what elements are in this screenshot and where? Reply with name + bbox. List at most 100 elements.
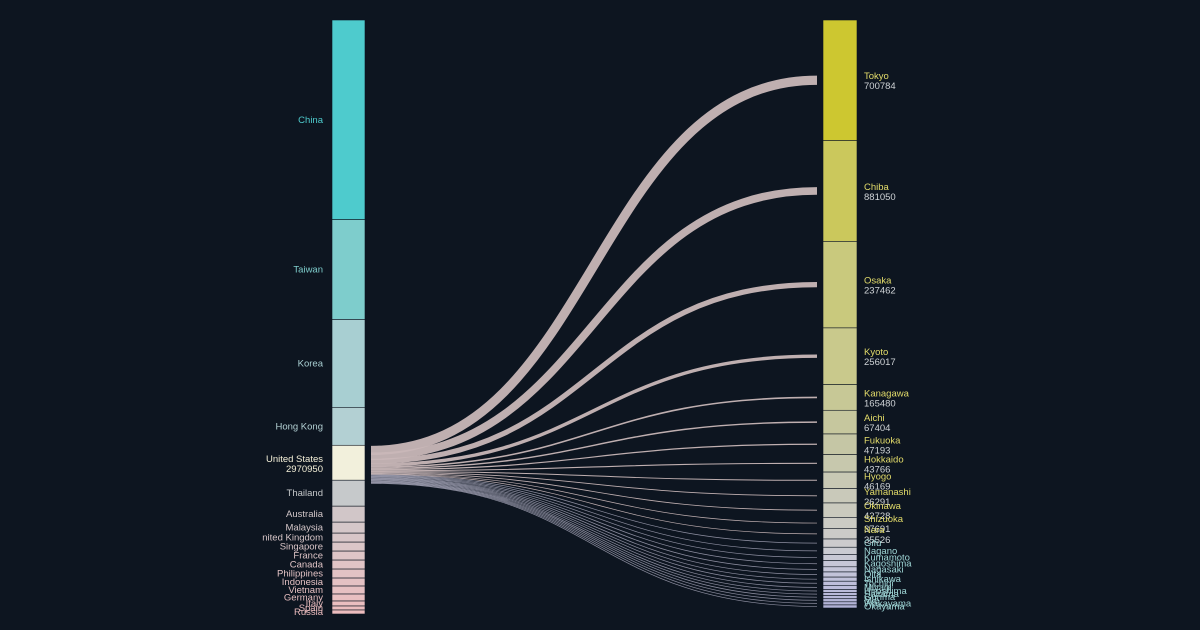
link-united-states-to-okinawa[interactable] [370, 472, 818, 511]
target-node-nagasaki[interactable] [822, 566, 858, 573]
source-node-hong-kong[interactable] [331, 407, 366, 446]
target-label-okinawa: Okinawa [864, 501, 902, 512]
target-label-tokyo: Tokyo [864, 71, 889, 82]
target-node-oita[interactable] [822, 571, 858, 578]
target-node-tochigi[interactable] [822, 580, 858, 586]
source-nodes [331, 19, 366, 615]
target-node-yamanashi[interactable] [822, 488, 858, 504]
link-united-states-to-kanagawa[interactable] [370, 396, 818, 468]
target-node-tokyo[interactable] [822, 19, 858, 141]
link-united-states-to-miyagi[interactable] [370, 479, 818, 588]
source-label-taiwan: Taiwan [293, 265, 323, 276]
link-united-states-to-shizuoka[interactable] [370, 473, 818, 524]
link-united-states-to-okayama[interactable] [370, 483, 818, 607]
target-node-ishikawa[interactable] [822, 576, 858, 582]
target-node-nara[interactable] [822, 528, 858, 540]
source-node-spain[interactable] [331, 605, 366, 611]
target-label-mie: Mie [864, 595, 879, 606]
link-united-states-to-yamanashi[interactable] [370, 471, 818, 497]
source-label-korea: Korea [298, 358, 324, 369]
target-node-wakayama[interactable] [822, 601, 858, 606]
link-united-states-to-tochigi[interactable] [370, 478, 818, 584]
target-value-hyogo: 46169 [864, 481, 890, 492]
target-label-hiroshima: Hiroshima [864, 586, 907, 597]
link-united-states-to-gifu[interactable] [370, 474, 818, 544]
target-node-fukuoka[interactable] [822, 433, 858, 455]
link-united-states-to-gunma[interactable] [370, 481, 818, 598]
target-node-miyagi[interactable] [822, 585, 858, 590]
target-node-osaka[interactable] [822, 241, 858, 329]
source-node-vietnam[interactable] [331, 585, 366, 595]
link-united-states-to-nagasaki[interactable] [370, 477, 818, 570]
source-node-nited-kingdom[interactable] [331, 532, 366, 543]
target-node-gifu[interactable] [822, 538, 858, 548]
target-node-hiroshima[interactable] [822, 589, 858, 593]
link-united-states-to-oita[interactable] [370, 477, 818, 575]
link-united-states-to-ishikawa[interactable] [370, 478, 818, 580]
source-node-australia[interactable] [331, 505, 366, 523]
link-united-states-to-hyogo[interactable] [370, 471, 818, 481]
link-united-states-to-hokkaido[interactable] [370, 462, 818, 472]
target-label-kumamoto: Kumamoto [864, 553, 910, 564]
source-node-philippines[interactable] [331, 568, 366, 579]
source-node-indonesia[interactable] [331, 577, 366, 587]
target-node-mie[interactable] [822, 598, 858, 603]
link-united-states-to-chiba[interactable] [370, 187, 818, 461]
source-label-hong-kong: Hong Kong [275, 421, 323, 432]
source-label-australia: Australia [286, 509, 324, 520]
target-label-yamanashi: Yamanashi [864, 487, 911, 498]
source-node-russia[interactable] [331, 609, 366, 615]
link-united-states-to-mie[interactable] [370, 481, 818, 601]
target-value-kyoto: 256017 [864, 357, 896, 368]
link-united-states-to-kumamoto[interactable] [370, 475, 818, 558]
source-node-italy[interactable] [331, 600, 366, 607]
link-united-states-to-fukuoka[interactable] [370, 443, 818, 471]
target-node-nagano[interactable] [822, 546, 858, 555]
target-node-shizuoka[interactable] [822, 517, 858, 530]
source-label-russia: Russia [294, 607, 324, 618]
target-node-kanagawa[interactable] [822, 384, 858, 411]
source-node-canada[interactable] [331, 559, 366, 570]
link-united-states-to-tokyo[interactable] [370, 75, 818, 456]
link-united-states-to-nagano[interactable] [370, 475, 818, 552]
link-united-states-to-aichi[interactable] [370, 421, 818, 470]
target-node-chiba[interactable] [822, 140, 858, 242]
target-label-chiba: Chiba [864, 182, 890, 193]
target-node-okayama[interactable] [822, 604, 858, 609]
link-united-states-to-osaka[interactable] [370, 282, 818, 464]
source-node-germany[interactable] [331, 593, 366, 602]
link-united-states-to-nara[interactable] [370, 474, 818, 535]
labels: China Taiwan Korea Hong Kong United States29… [262, 71, 912, 618]
target-nodes [822, 19, 858, 609]
target-node-aichi[interactable] [822, 409, 858, 435]
target-node-hyogo[interactable] [822, 471, 858, 489]
target-label-hokkaido: Hokkaido [864, 454, 904, 465]
target-value-aichi: 67404 [864, 423, 890, 434]
link-united-states-to-saitama[interactable] [370, 480, 818, 595]
target-value-nara: 35526 [864, 535, 890, 546]
link-united-states-to-kagoshima[interactable] [370, 476, 818, 565]
source-node-france[interactable] [331, 550, 366, 561]
target-node-gunma[interactable] [822, 595, 858, 600]
source-label-vietnam: Vietnam [288, 585, 323, 596]
target-node-okinawa[interactable] [822, 502, 858, 518]
target-value-yamanashi: 26291 [864, 497, 890, 508]
target-node-kagoshima[interactable] [822, 560, 858, 568]
target-node-kyoto[interactable] [822, 327, 858, 385]
source-node-united-states[interactable] [331, 444, 366, 481]
target-node-hokkaido[interactable] [822, 454, 858, 473]
source-node-korea[interactable] [331, 319, 366, 408]
source-node-singapore[interactable] [331, 541, 366, 552]
target-node-kumamoto[interactable] [822, 554, 858, 561]
link-united-states-to-wakayama[interactable] [370, 482, 818, 604]
source-node-taiwan[interactable] [331, 219, 366, 320]
target-node-saitama[interactable] [822, 592, 858, 596]
source-node-malaysia[interactable] [331, 521, 366, 534]
target-label-shizuoka: Shizuoka [864, 514, 904, 525]
source-node-china[interactable] [331, 19, 366, 220]
link-united-states-to-kyoto[interactable] [370, 354, 818, 467]
source-label-nited-kingdom: nited Kingdom [262, 533, 323, 544]
target-label-aichi: Aichi [864, 413, 885, 424]
link-united-states-to-hiroshima[interactable] [370, 480, 818, 592]
source-node-thailand[interactable] [331, 479, 366, 507]
